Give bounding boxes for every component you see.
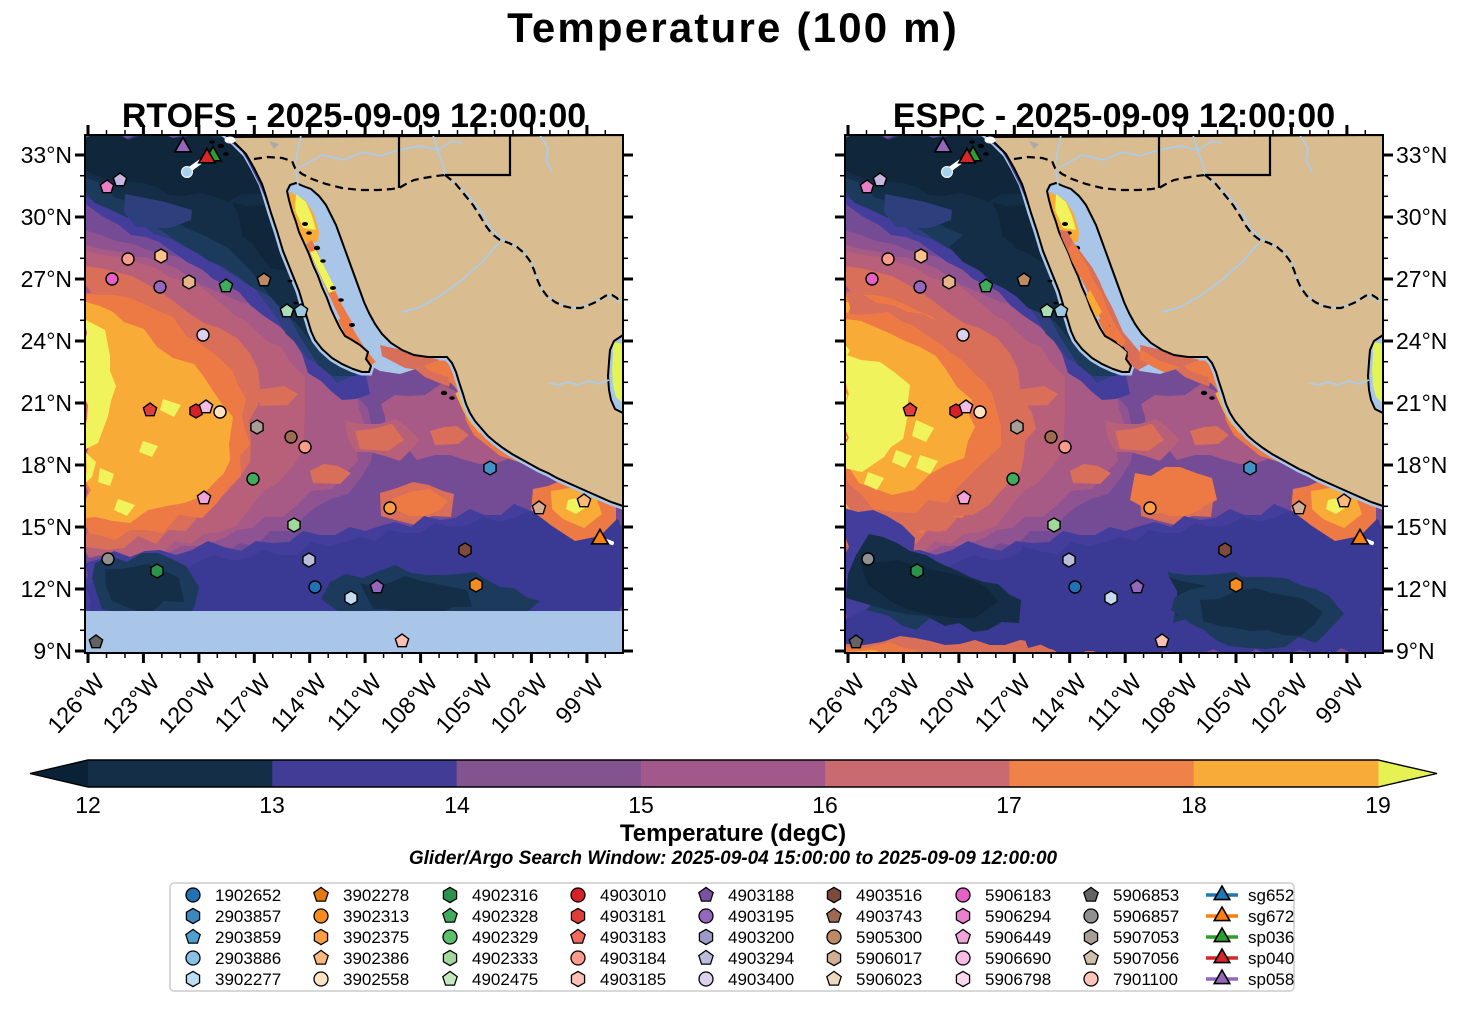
svg-text:4903200: 4903200 (728, 928, 794, 947)
svg-text:14: 14 (444, 792, 470, 818)
svg-text:4903184: 4903184 (600, 949, 666, 968)
svg-text:RTOFS - 2025-09-09 12:00:00: RTOFS - 2025-09-09 12:00:00 (122, 97, 586, 135)
svg-text:33°N: 33°N (21, 142, 72, 168)
svg-text:4903743: 4903743 (856, 907, 922, 926)
svg-text:24°N: 24°N (1396, 328, 1447, 354)
svg-text:4902475: 4902475 (472, 970, 538, 989)
svg-text:4903294: 4903294 (728, 949, 794, 968)
svg-text:15°N: 15°N (1396, 514, 1447, 540)
svg-text:24°N: 24°N (21, 328, 72, 354)
svg-text:105°W: 105°W (1190, 668, 1258, 738)
svg-text:5907056: 5907056 (1113, 949, 1179, 968)
svg-text:5906294: 5906294 (985, 907, 1051, 926)
svg-text:114°W: 114°W (1026, 668, 1093, 737)
svg-text:3902375: 3902375 (343, 928, 409, 947)
svg-text:3902278: 3902278 (343, 886, 409, 905)
svg-text:4903010: 4903010 (600, 886, 666, 905)
svg-text:105°W: 105°W (430, 668, 498, 738)
svg-text:4903181: 4903181 (600, 907, 666, 926)
svg-text:102°W: 102°W (485, 668, 553, 738)
svg-text:2903886: 2903886 (215, 949, 281, 968)
svg-text:15: 15 (628, 792, 654, 818)
svg-text:5906857: 5906857 (1113, 907, 1179, 926)
svg-text:4902329: 4902329 (472, 928, 538, 947)
svg-text:111°W: 111°W (1082, 668, 1147, 736)
svg-text:99°W: 99°W (550, 668, 609, 729)
svg-text:102°W: 102°W (1245, 668, 1313, 738)
svg-text:sg672: sg672 (1248, 907, 1294, 926)
svg-text:114°W: 114°W (266, 668, 333, 737)
svg-text:12°N: 12°N (21, 576, 72, 602)
svg-text:4903183: 4903183 (600, 928, 666, 947)
svg-text:5907053: 5907053 (1113, 928, 1179, 947)
svg-text:9°N: 9°N (33, 638, 72, 664)
svg-text:5906017: 5906017 (856, 949, 922, 968)
svg-text:4903400: 4903400 (728, 970, 794, 989)
svg-text:30°N: 30°N (21, 204, 72, 230)
svg-text:33°N: 33°N (1396, 142, 1447, 168)
svg-text:99°W: 99°W (1310, 668, 1369, 729)
svg-text:4903195: 4903195 (728, 907, 794, 926)
svg-text:4903185: 4903185 (600, 970, 666, 989)
svg-text:9°N: 9°N (1396, 638, 1435, 664)
svg-text:3902386: 3902386 (343, 949, 409, 968)
svg-text:18: 18 (1181, 792, 1207, 818)
svg-text:4902316: 4902316 (472, 886, 538, 905)
svg-text:3902558: 3902558 (343, 970, 409, 989)
svg-text:4902333: 4902333 (472, 949, 538, 968)
svg-text:117°W: 117°W (210, 668, 277, 737)
svg-text:126°W: 126°W (42, 668, 110, 738)
svg-text:18°N: 18°N (21, 452, 72, 478)
svg-text:4903188: 4903188 (728, 886, 794, 905)
svg-text:4903516: 4903516 (856, 886, 922, 905)
svg-text:123°W: 123°W (97, 668, 165, 738)
svg-text:12: 12 (75, 792, 101, 818)
svg-text:5906853: 5906853 (1113, 886, 1179, 905)
svg-text:18°N: 18°N (1396, 452, 1447, 478)
svg-text:12°N: 12°N (1396, 576, 1447, 602)
svg-text:120°W: 120°W (913, 668, 981, 738)
svg-text:Temperature (degC): Temperature (degC) (620, 820, 846, 847)
svg-text:27°N: 27°N (1396, 266, 1447, 292)
svg-text:123°W: 123°W (857, 668, 925, 738)
svg-text:Glider/Argo Search Window: 202: Glider/Argo Search Window: 2025-09-04 15… (409, 848, 1058, 869)
svg-text:5906690: 5906690 (985, 949, 1051, 968)
svg-text:5906023: 5906023 (856, 970, 922, 989)
svg-text:2903859: 2903859 (215, 928, 281, 947)
svg-text:117°W: 117°W (970, 668, 1037, 737)
svg-text:sp036: sp036 (1248, 928, 1294, 947)
svg-text:5906449: 5906449 (985, 928, 1051, 947)
svg-text:15°N: 15°N (21, 514, 72, 540)
svg-text:126°W: 126°W (802, 668, 870, 738)
svg-text:111°W: 111°W (322, 668, 387, 736)
svg-text:5906183: 5906183 (985, 886, 1051, 905)
svg-text:13: 13 (259, 792, 285, 818)
svg-text:108°W: 108°W (375, 668, 443, 738)
svg-text:21°N: 21°N (21, 390, 72, 416)
svg-text:19: 19 (1365, 792, 1391, 818)
svg-text:21°N: 21°N (1396, 390, 1447, 416)
svg-text:sp040: sp040 (1248, 949, 1294, 968)
svg-text:108°W: 108°W (1135, 668, 1203, 738)
svg-text:4902328: 4902328 (472, 907, 538, 926)
svg-text:5905300: 5905300 (856, 928, 922, 947)
svg-text:7901100: 7901100 (1113, 970, 1178, 989)
svg-text:16: 16 (812, 792, 838, 818)
svg-text:1902652: 1902652 (215, 886, 281, 905)
svg-text:Temperature (100 m): Temperature (100 m) (507, 4, 959, 51)
svg-text:17: 17 (996, 792, 1022, 818)
svg-text:30°N: 30°N (1396, 204, 1447, 230)
svg-text:ESPC - 2025-09-09 12:00:00: ESPC - 2025-09-09 12:00:00 (893, 97, 1335, 135)
svg-text:sp058: sp058 (1248, 970, 1294, 989)
svg-text:3902313: 3902313 (343, 907, 409, 926)
svg-text:120°W: 120°W (153, 668, 221, 738)
svg-text:sg652: sg652 (1248, 886, 1294, 905)
svg-text:2903857: 2903857 (215, 907, 281, 926)
svg-text:5906798: 5906798 (985, 970, 1051, 989)
svg-text:27°N: 27°N (21, 266, 72, 292)
svg-text:3902277: 3902277 (215, 970, 281, 989)
